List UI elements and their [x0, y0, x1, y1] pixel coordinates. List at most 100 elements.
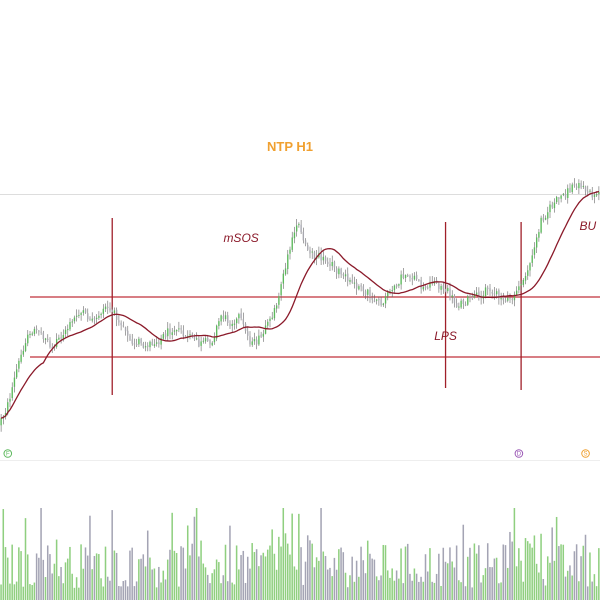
- candle-body: [498, 290, 500, 299]
- candle-body: [18, 360, 20, 369]
- annotation-label: BU: [579, 219, 596, 233]
- candle-body: [38, 330, 40, 332]
- candle-body: [209, 340, 211, 345]
- candle-body: [111, 309, 113, 313]
- volume-bar: [522, 581, 525, 600]
- candle-body: [513, 294, 516, 301]
- volume-bar: [206, 574, 209, 600]
- volume-bar: [338, 549, 340, 600]
- candle-body: [371, 297, 373, 300]
- candle-body: [462, 299, 465, 304]
- candle-body: [31, 333, 33, 335]
- candle-body: [300, 224, 302, 233]
- candle-body: [375, 299, 378, 301]
- candle-body: [273, 308, 276, 319]
- volume-bar: [262, 552, 265, 600]
- candle-body: [484, 287, 487, 297]
- volume-bar: [155, 587, 158, 600]
- candle-body: [384, 296, 387, 304]
- volume-bar: [11, 544, 13, 600]
- candle-body: [44, 338, 47, 340]
- candle-body: [529, 263, 531, 271]
- candle-body: [293, 232, 296, 239]
- event-marker-label: D: [517, 452, 522, 458]
- candle-body: [389, 291, 391, 293]
- volume-bar: [304, 561, 307, 600]
- candle-body: [162, 334, 165, 339]
- volume-bar: [435, 573, 438, 600]
- candle-body: [133, 343, 136, 345]
- volume-bar: [251, 543, 253, 600]
- candle-body: [62, 334, 65, 340]
- volume-bar: [451, 561, 453, 600]
- volume-bar: [449, 547, 451, 600]
- candle-body: [391, 290, 393, 292]
- volume-bar: [582, 545, 585, 600]
- candle-body: [55, 338, 58, 347]
- candle-body: [258, 335, 260, 345]
- candle-body: [504, 300, 507, 302]
- volume-bar: [126, 586, 129, 600]
- candle-body: [142, 343, 145, 348]
- volume-bar: [438, 553, 440, 600]
- candle-body: [242, 318, 245, 325]
- volume-bar: [280, 546, 282, 600]
- volume-bar: [306, 535, 309, 600]
- volume-bar: [60, 567, 62, 600]
- candle-body: [271, 317, 273, 319]
- volume-bar: [475, 553, 478, 600]
- candle-body: [338, 268, 340, 275]
- candle-body: [584, 186, 587, 192]
- volume-bar: [169, 549, 171, 600]
- volume-bar: [229, 525, 231, 600]
- volume-bar: [442, 547, 445, 600]
- candle-body: [473, 293, 476, 298]
- candle-body: [358, 286, 360, 290]
- candle-body: [544, 217, 547, 220]
- volume-bar: [224, 544, 227, 600]
- volume-bar: [218, 562, 220, 600]
- volume-bar: [386, 570, 389, 600]
- candle-body: [575, 186, 578, 188]
- volume-bar: [353, 581, 356, 600]
- volume-bar: [404, 546, 407, 600]
- grid-lines: [0, 194, 600, 461]
- candle-body: [113, 310, 116, 314]
- volume-bar: [440, 585, 442, 600]
- volume-bar: [322, 551, 325, 600]
- volume-bar: [564, 576, 567, 600]
- volume-bar: [513, 508, 516, 600]
- candle-body: [480, 297, 482, 299]
- volume-bar: [271, 529, 273, 600]
- candle-body: [204, 338, 207, 342]
- candle-body: [451, 295, 453, 298]
- candle-body: [195, 338, 198, 340]
- volume-bar: [171, 512, 173, 600]
- annotation-label: LPS: [434, 329, 457, 343]
- volume-bar: [286, 543, 289, 600]
- candle-body: [571, 184, 573, 193]
- volume-bar: [86, 555, 89, 600]
- annotation-label: mSOS: [223, 231, 258, 245]
- volume-bar: [384, 545, 387, 600]
- candle-body: [313, 252, 316, 259]
- candle-body: [382, 303, 385, 306]
- volume-bar: [282, 508, 285, 600]
- volume-bar: [64, 562, 67, 600]
- candle-body: [213, 337, 216, 343]
- volume-bar: [422, 581, 425, 600]
- candle-body: [87, 313, 89, 320]
- candle-body: [75, 315, 78, 317]
- volume-bar: [162, 570, 165, 600]
- candle-body: [91, 318, 93, 321]
- volume-bar: [360, 546, 362, 600]
- candles-group: [0, 178, 600, 432]
- candle-body: [240, 313, 242, 319]
- candle-body: [495, 291, 498, 295]
- candle-body: [393, 285, 396, 291]
- candle-body: [33, 328, 36, 334]
- volume-bar: [89, 515, 91, 600]
- volume-bar: [551, 527, 553, 600]
- volume-bar: [153, 568, 156, 600]
- volume-bar: [240, 555, 242, 600]
